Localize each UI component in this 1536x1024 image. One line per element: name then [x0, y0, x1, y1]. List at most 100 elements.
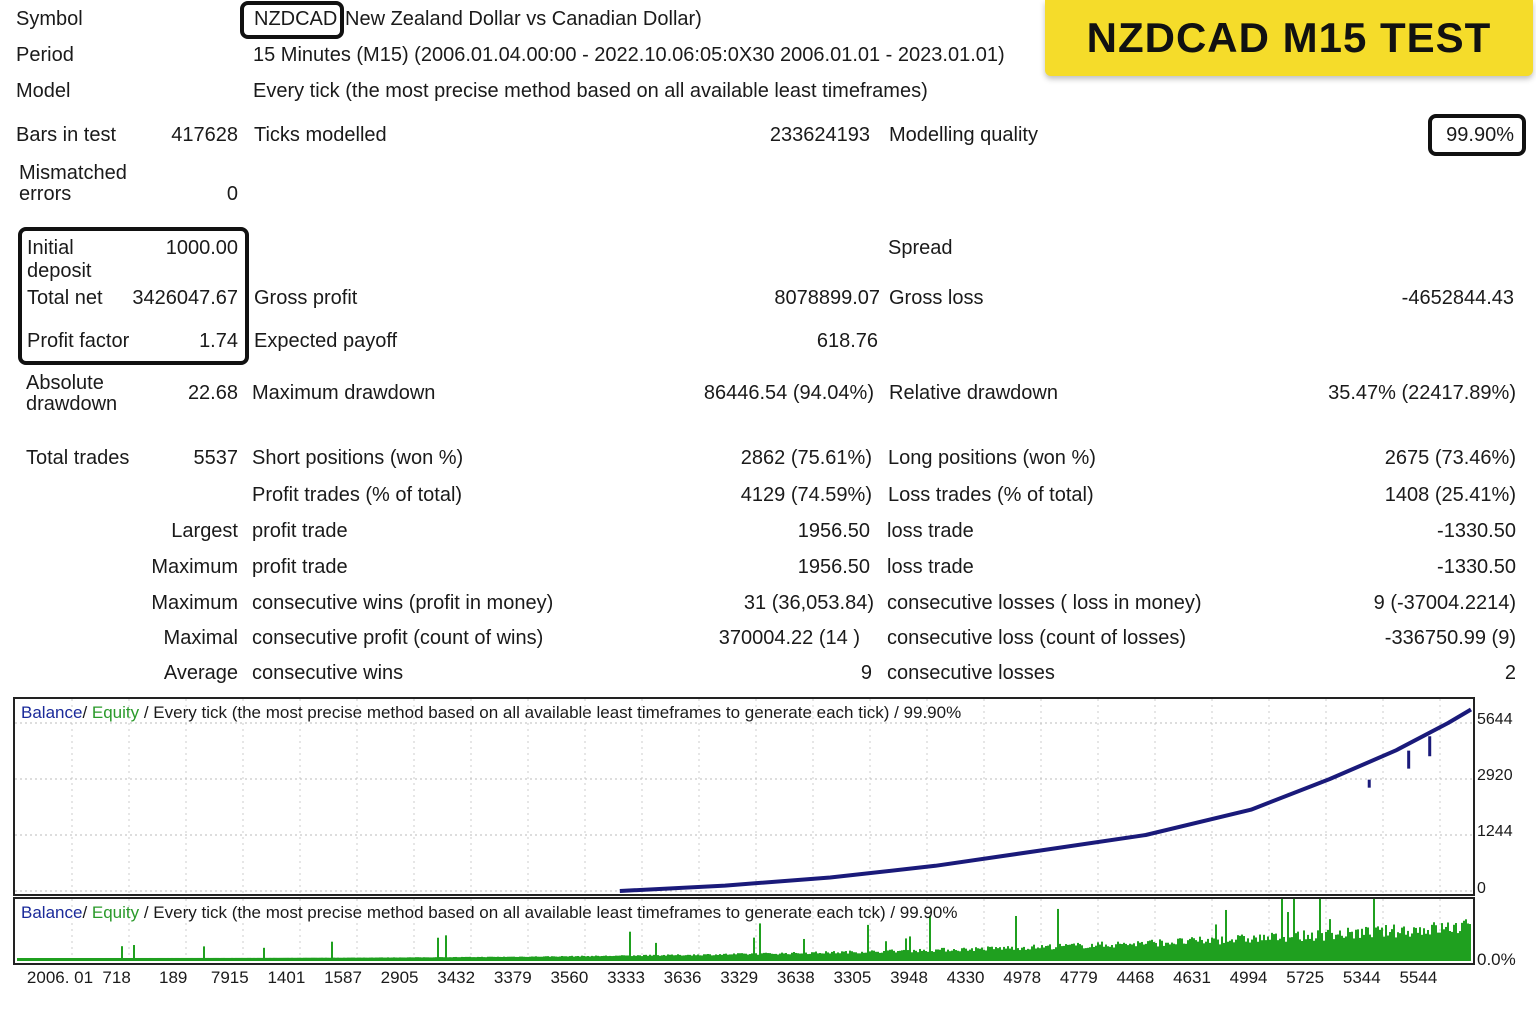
equity-bar	[1331, 932, 1333, 961]
equity-bar	[405, 957, 407, 961]
spread-label: Spread	[888, 237, 953, 259]
equity-bar	[1435, 925, 1437, 961]
balance-chart: Balance/ Equity / Every tick (the most p…	[13, 697, 1475, 896]
equity-bar	[1145, 943, 1147, 961]
row-label-b: consecutive losses	[887, 662, 1055, 684]
equity-bar	[355, 957, 357, 961]
equity-bar	[165, 957, 167, 961]
equity-bar	[943, 947, 945, 961]
equity-bar	[407, 957, 409, 961]
equity-bar	[1245, 941, 1247, 961]
equity-bar	[1363, 934, 1365, 961]
equity-bar	[961, 948, 963, 961]
equity-bar	[389, 957, 391, 961]
equity-bar	[715, 954, 717, 961]
equity-bar-plot	[17, 899, 1471, 963]
equity-bar	[1309, 938, 1311, 961]
equity-bar	[1001, 949, 1003, 961]
equity-bar	[257, 957, 259, 961]
equity-bar	[119, 957, 121, 961]
equity-bar	[753, 937, 755, 961]
equity-bar	[189, 957, 191, 961]
equity-bar	[799, 953, 801, 961]
equity-bar	[889, 949, 891, 961]
equity-bar	[547, 956, 549, 961]
equity-bar	[677, 954, 679, 961]
equity-bar	[1021, 947, 1023, 961]
equity-bar	[1253, 935, 1255, 961]
model-value: Every tick (the most precise method base…	[253, 80, 928, 102]
equity-bar	[741, 953, 743, 961]
equity-bar	[1379, 929, 1381, 961]
equity-bar	[1283, 936, 1285, 961]
equity-bar	[419, 957, 421, 961]
equity-bar	[107, 957, 109, 961]
ticks-value: 233624193	[769, 124, 870, 146]
equity-bar	[643, 954, 645, 961]
equity-bar	[213, 957, 215, 961]
equity-bar	[633, 955, 635, 961]
equity-bar	[971, 948, 973, 961]
y-tick: 0.0%	[1477, 950, 1516, 969]
equity-bar	[545, 956, 547, 961]
equity-bar	[295, 957, 297, 961]
equity-bar	[359, 957, 361, 961]
equity-bar	[853, 952, 855, 961]
equity-bar	[75, 957, 77, 961]
equity-bar	[1353, 938, 1355, 961]
equity-bar	[843, 951, 845, 961]
absolute-drawdown-label-2: drawdown	[26, 393, 118, 415]
equity-bar	[1459, 931, 1461, 961]
initial-deposit-value: 1000.00	[165, 237, 238, 259]
equity-bar	[939, 949, 941, 961]
equity-bar	[887, 950, 889, 961]
equity-bar	[1357, 929, 1359, 961]
equity-bar	[1165, 942, 1167, 961]
equity-bar	[1361, 928, 1363, 961]
equity-bar	[61, 957, 63, 961]
equity-bar	[395, 957, 397, 961]
equity-bar	[719, 954, 721, 961]
equity-bar	[607, 956, 609, 961]
equity-bar	[1143, 944, 1145, 961]
equity-bar	[187, 957, 189, 961]
equity-bar	[387, 957, 389, 961]
equity-bar	[631, 956, 633, 961]
equity-bar	[1451, 931, 1453, 961]
equity-bar	[393, 957, 395, 961]
equity-bar	[773, 953, 775, 961]
equity-bar	[517, 956, 519, 961]
equity-bar	[877, 951, 879, 961]
equity-bar	[73, 957, 75, 961]
equity-bar	[1115, 944, 1117, 961]
equity-bar	[335, 957, 337, 961]
equity-bar	[1375, 927, 1377, 961]
equity-bar	[1101, 941, 1103, 961]
equity-bar	[509, 956, 511, 961]
equity-bar	[685, 955, 687, 961]
equity-bar	[769, 953, 771, 961]
equity-bar	[705, 954, 707, 961]
equity-bar	[883, 950, 885, 961]
equity-bar	[655, 942, 657, 961]
equity-bar	[1407, 930, 1409, 961]
equity-bar	[239, 957, 241, 961]
equity-bar	[1377, 926, 1379, 961]
equity-bar	[1395, 937, 1397, 961]
equity-bar	[573, 956, 575, 961]
equity-bar	[579, 956, 581, 961]
equity-bar	[1241, 934, 1243, 961]
equity-bar	[669, 954, 671, 961]
equity-bar	[1447, 922, 1449, 961]
equity-bar	[491, 956, 493, 961]
equity-bar	[1213, 938, 1215, 961]
equity-bar	[279, 957, 281, 961]
quality-label: Modelling quality	[889, 124, 1038, 146]
equity-bar	[895, 952, 897, 961]
equity-bar	[1381, 927, 1383, 961]
equity-bar	[1397, 932, 1399, 961]
equity-bar	[493, 956, 495, 961]
equity-bar	[277, 957, 279, 961]
equity-bar	[219, 957, 221, 961]
equity-bar	[1153, 942, 1155, 961]
